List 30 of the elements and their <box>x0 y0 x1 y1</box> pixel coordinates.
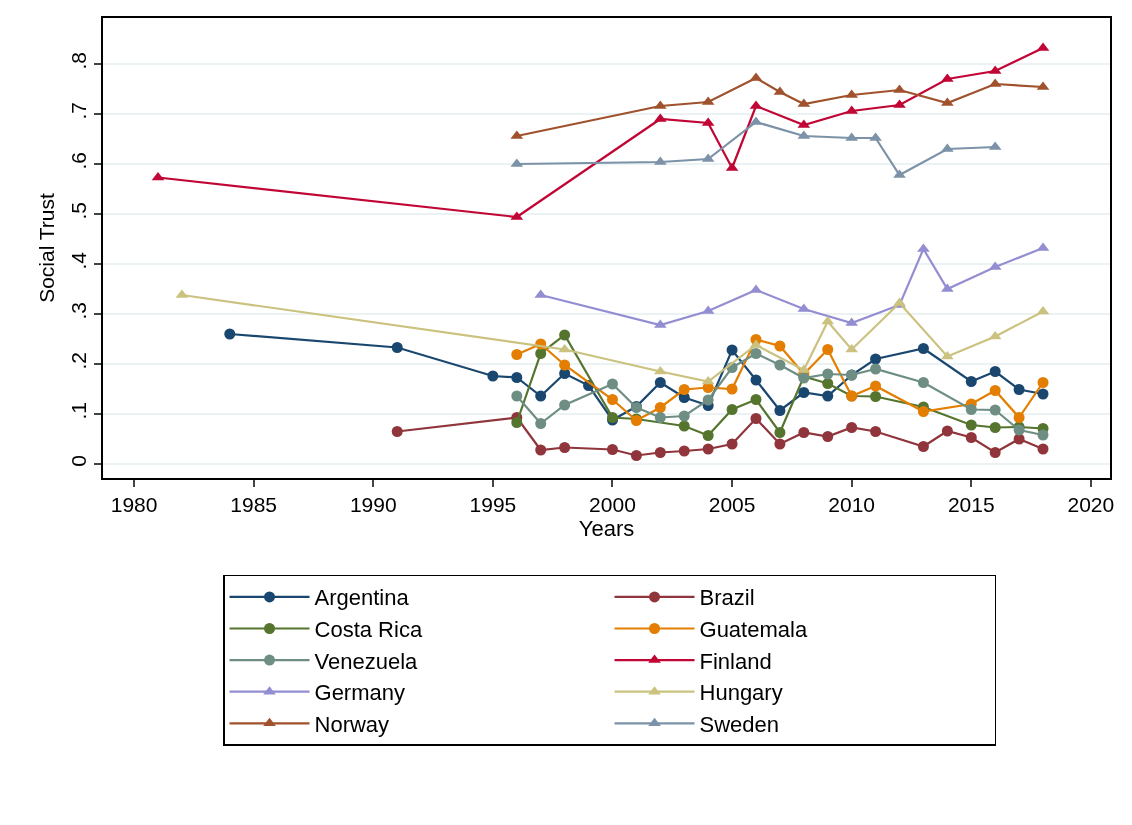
x-axis-title: Years <box>578 515 635 541</box>
y-tick-label: .7 <box>66 102 90 120</box>
legend-label: Germany <box>314 680 406 706</box>
legend-label: Venezuela <box>314 648 419 674</box>
x-tick-label: 2005 <box>708 492 756 516</box>
x-tick-label: 1995 <box>469 492 517 516</box>
y-tick-label: .8 <box>66 52 90 70</box>
x-tick-label: 2010 <box>828 492 876 516</box>
y-tick-label: .6 <box>66 152 90 170</box>
x-tick-label: 2020 <box>1067 492 1115 516</box>
x-tick-label: 1990 <box>349 492 397 516</box>
x-tick-label: 2015 <box>947 492 995 516</box>
legend-label: Brazil <box>699 585 755 611</box>
x-tick-label: 1985 <box>230 492 278 516</box>
y-tick-label: .3 <box>66 302 90 320</box>
legend-label: Sweden <box>699 711 780 737</box>
legend-label: Argentina <box>314 585 410 611</box>
x-tick-label: 1980 <box>110 492 158 516</box>
y-tick-label: 0 <box>66 455 90 467</box>
legend-label: Guatemala <box>699 617 808 643</box>
legend-label: Hungary <box>699 680 783 706</box>
legend-label: Finland <box>699 648 772 674</box>
legend-label: Costa Rica <box>314 617 423 643</box>
y-tick-label: .5 <box>66 202 90 220</box>
y-tick-label: .2 <box>66 352 90 370</box>
legend-label: Norway <box>314 711 390 737</box>
y-tick-label: .4 <box>66 251 90 270</box>
y-axis-title: Social Trust <box>35 192 59 303</box>
x-tick-label: 2000 <box>589 492 636 516</box>
y-tick-label: .1 <box>66 402 90 420</box>
